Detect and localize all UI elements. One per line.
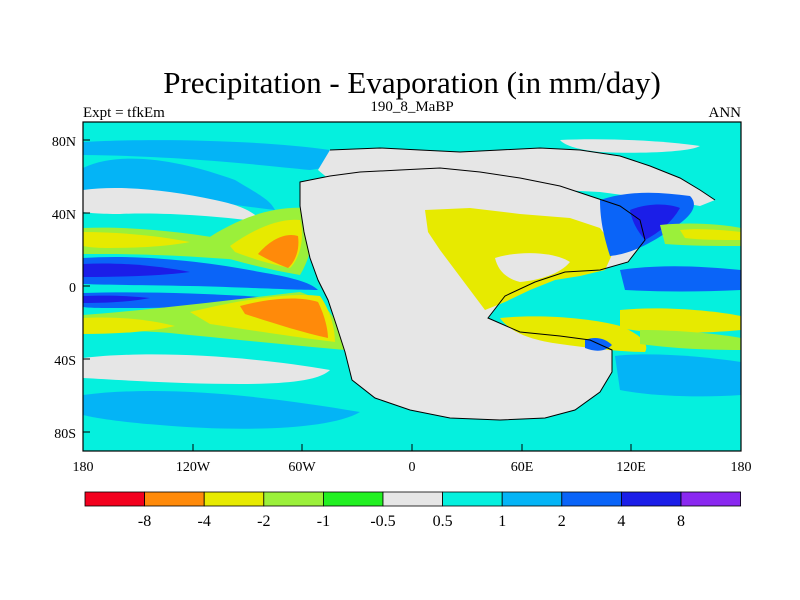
y-tick-label: 80N bbox=[52, 135, 76, 150]
x-tick-label: 120E bbox=[616, 460, 646, 475]
y-tick-label: 40N bbox=[52, 208, 76, 223]
map-field bbox=[83, 122, 741, 451]
coastline-north bbox=[329, 147, 716, 201]
colorbar-box bbox=[501, 491, 563, 507]
x-tick-label: 60E bbox=[511, 460, 534, 475]
colorbar: -8 -4 -2 -1 -0.5 0.5 1 2 4 8 bbox=[84, 491, 741, 530]
ne-pacific-driest bbox=[258, 234, 299, 268]
southern-ocean-wet bbox=[83, 391, 360, 429]
colorbar-box bbox=[144, 491, 205, 507]
colorbar-box bbox=[322, 491, 384, 507]
colorbar-label: 1 bbox=[498, 513, 506, 530]
sw-pacific-drier bbox=[83, 317, 175, 334]
x-tick-label: 120W bbox=[176, 460, 211, 475]
colorbar-label: 0.5 bbox=[433, 513, 453, 530]
y-tick-label: 0 bbox=[69, 281, 76, 296]
y-tick-label: 40S bbox=[54, 354, 76, 369]
se-ocean-wet bbox=[615, 354, 741, 397]
colorbar-label: -8 bbox=[138, 513, 151, 530]
experiment-label: Expt = tfkEm bbox=[83, 105, 165, 121]
west-pacific-wet bbox=[620, 266, 741, 292]
colorbar-box bbox=[680, 491, 741, 507]
main-title: Precipitation - Evaporation (in mm/day) bbox=[163, 65, 661, 100]
colorbar-label: -4 bbox=[198, 513, 211, 530]
colorbar-box bbox=[382, 491, 443, 507]
colorbar-label: 2 bbox=[558, 513, 566, 530]
colorbar-label: -1 bbox=[317, 513, 330, 530]
itcz-south-core bbox=[83, 295, 150, 303]
colorbar-box bbox=[84, 491, 145, 507]
south-mid-neutral bbox=[83, 354, 330, 384]
colorbar-box bbox=[203, 491, 265, 507]
time-label: 190_8_MaBP bbox=[370, 99, 453, 115]
colorbar-label: 4 bbox=[617, 513, 625, 530]
season-label: ANN bbox=[709, 105, 742, 121]
itcz-north-core bbox=[83, 263, 190, 277]
y-axis: 80N 40N 0 40S 80S bbox=[52, 135, 90, 442]
arctic-wet bbox=[83, 140, 334, 170]
colorbar-label: -0.5 bbox=[370, 513, 395, 530]
colorbar-label: -2 bbox=[257, 513, 270, 530]
colorbar-label: 8 bbox=[677, 513, 685, 530]
x-tick-label: 60W bbox=[288, 460, 316, 475]
y-tick-label: 80S bbox=[54, 427, 76, 442]
itcz-north-band bbox=[83, 256, 318, 290]
south-pacific-driest bbox=[240, 298, 328, 338]
colorbar-box bbox=[263, 491, 324, 507]
east-tethys-dry-edge bbox=[640, 330, 741, 350]
arctic-neutral bbox=[560, 139, 700, 153]
colorbar-box bbox=[621, 491, 682, 507]
nw-pacific-drier bbox=[680, 229, 741, 240]
x-tick-label: 0 bbox=[409, 460, 416, 475]
colorbar-box bbox=[561, 491, 622, 507]
coastline bbox=[299, 167, 646, 421]
x-axis: 180 120W 60W 0 60E 120E 180 bbox=[73, 444, 752, 475]
east-tethys-dry bbox=[620, 308, 741, 333]
interior-neutral-patch bbox=[495, 253, 570, 282]
north-pacific-drier bbox=[83, 232, 190, 248]
colorbar-box bbox=[442, 491, 503, 507]
x-tick-label: 180 bbox=[73, 460, 94, 475]
x-tick-label: 180 bbox=[731, 460, 752, 475]
pacific-north-neutral bbox=[83, 188, 262, 222]
